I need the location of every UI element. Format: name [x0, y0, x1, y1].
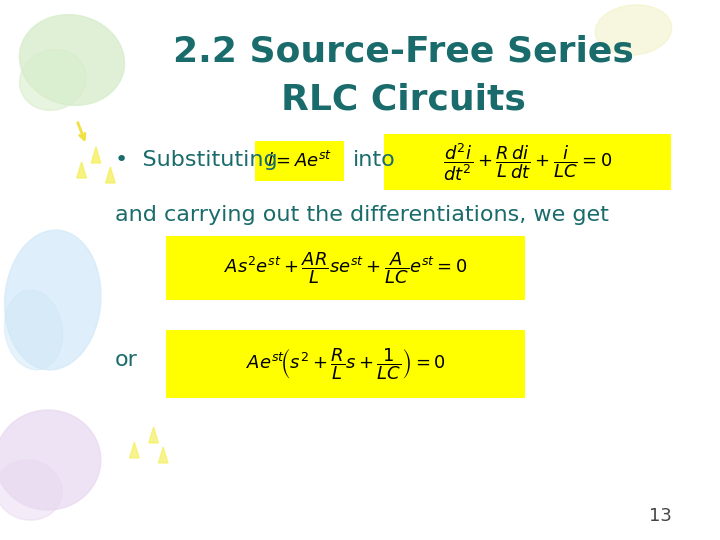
FancyBboxPatch shape	[166, 330, 525, 398]
Ellipse shape	[4, 291, 63, 370]
Ellipse shape	[595, 5, 672, 55]
FancyBboxPatch shape	[256, 141, 343, 181]
Text: 2.2 Source-Free Series: 2.2 Source-Free Series	[173, 35, 634, 69]
Polygon shape	[149, 427, 158, 443]
Text: into: into	[354, 150, 396, 170]
Ellipse shape	[0, 460, 62, 520]
Text: RLC Circuits: RLC Circuits	[281, 83, 526, 117]
Text: $Ae^{st}\!\left(s^{2}+\dfrac{R}{L}s+\dfrac{1}{LC}\right)=0$: $Ae^{st}\!\left(s^{2}+\dfrac{R}{L}s+\dfr…	[246, 346, 446, 382]
FancyBboxPatch shape	[166, 236, 525, 300]
Ellipse shape	[4, 230, 101, 370]
Ellipse shape	[19, 15, 125, 105]
Polygon shape	[77, 162, 86, 178]
Text: $i = Ae^{st}$: $i = Ae^{st}$	[267, 151, 332, 171]
Text: and carrying out the differentiations, we get: and carrying out the differentiations, w…	[115, 205, 609, 225]
Text: $\dfrac{d^{2}i}{dt^{2}}+\dfrac{R}{L}\dfrac{di}{dt}+\dfrac{i}{LC}=0$: $\dfrac{d^{2}i}{dt^{2}}+\dfrac{R}{L}\dfr…	[443, 141, 612, 183]
Polygon shape	[158, 447, 168, 463]
FancyBboxPatch shape	[384, 134, 671, 190]
Polygon shape	[91, 147, 101, 163]
Text: •  Substituting: • Substituting	[115, 150, 278, 170]
Text: $As^{2}e^{st}+\dfrac{AR}{L}se^{st}+\dfrac{A}{LC}e^{st}=0$: $As^{2}e^{st}+\dfrac{AR}{L}se^{st}+\dfra…	[224, 250, 467, 286]
Polygon shape	[130, 442, 139, 458]
Polygon shape	[106, 167, 115, 183]
Ellipse shape	[19, 50, 86, 110]
Text: 13: 13	[649, 507, 672, 525]
Text: or: or	[115, 350, 138, 370]
Ellipse shape	[0, 410, 101, 510]
